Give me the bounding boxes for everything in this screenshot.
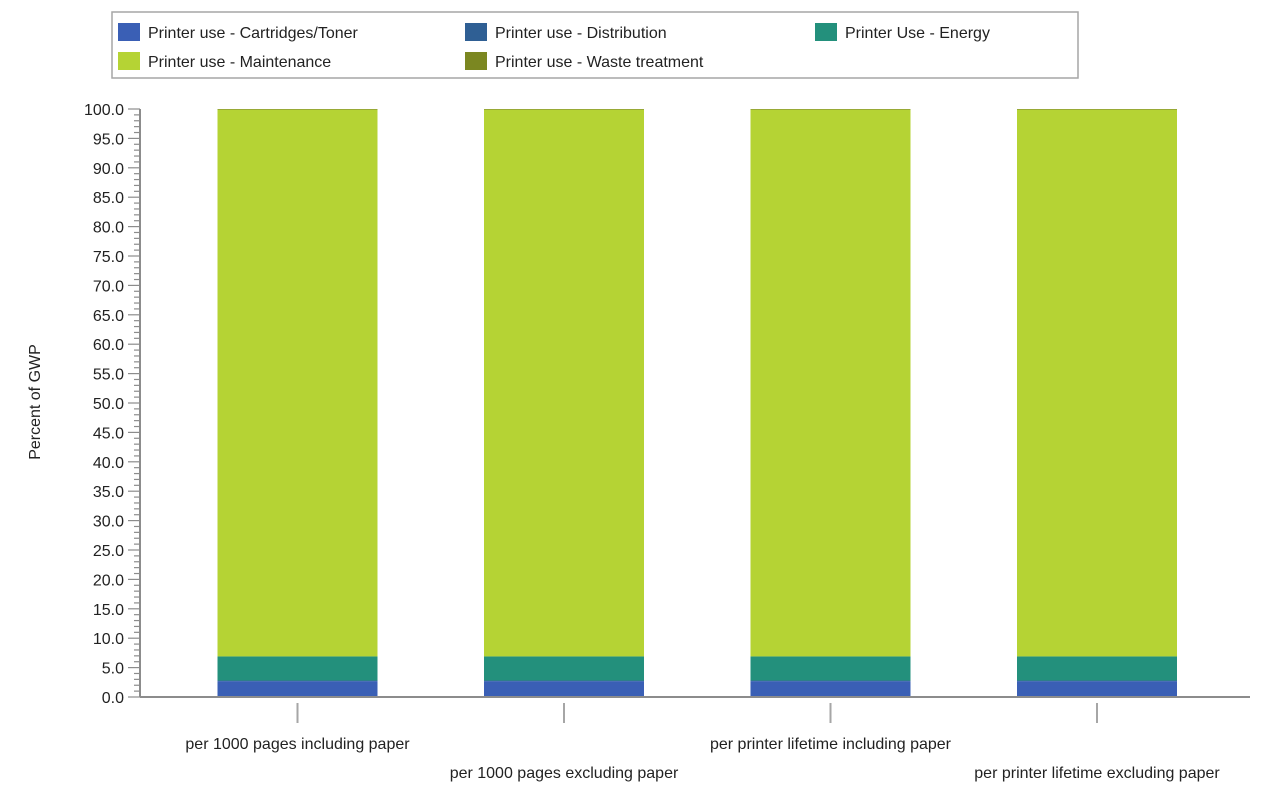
bar-segment bbox=[750, 680, 911, 682]
bar-segment bbox=[217, 680, 378, 682]
bar-segment bbox=[484, 681, 644, 697]
y-tick-label: 0.0 bbox=[102, 690, 124, 707]
y-tick-label: 25.0 bbox=[93, 543, 124, 560]
y-tick-label: 90.0 bbox=[93, 161, 124, 178]
bar-segment bbox=[1017, 109, 1177, 110]
bar-segment bbox=[750, 681, 911, 697]
bar-segment bbox=[217, 109, 378, 110]
legend-swatch bbox=[465, 23, 487, 41]
legend-label: Printer use - Cartridges/Toner bbox=[148, 25, 359, 42]
legend-swatch bbox=[815, 23, 837, 41]
legend-label: Printer Use - Energy bbox=[845, 25, 990, 42]
bar-segment bbox=[484, 680, 644, 682]
y-tick-label: 40.0 bbox=[93, 455, 124, 472]
bars bbox=[217, 109, 1177, 697]
y-axis-label: Percent of GWP bbox=[27, 344, 44, 460]
bar-segment bbox=[217, 656, 378, 681]
legend: Printer use - Cartridges/Toner Printer us… bbox=[111, 11, 1079, 79]
legend-swatch bbox=[118, 52, 140, 70]
y-tick-label: 15.0 bbox=[93, 602, 124, 619]
y-tick-label: 60.0 bbox=[93, 337, 124, 354]
legend-swatch bbox=[465, 52, 487, 70]
legend-swatch bbox=[118, 23, 140, 41]
legend-box bbox=[111, 11, 1079, 79]
bar-segment bbox=[217, 681, 378, 697]
y-tick-label: 50.0 bbox=[93, 396, 124, 413]
bar-segment bbox=[484, 656, 644, 681]
bar-segment bbox=[217, 109, 378, 657]
y-tick-label: 20.0 bbox=[93, 572, 124, 589]
bar-segment bbox=[750, 109, 911, 110]
y-tick-label: 95.0 bbox=[93, 131, 124, 148]
x-tick-label: per printer lifetime excluding paper bbox=[974, 765, 1220, 782]
y-tick-label: 55.0 bbox=[93, 367, 124, 384]
legend-label: Printer use - Distribution bbox=[495, 25, 667, 42]
y-tick-label: 65.0 bbox=[93, 308, 124, 325]
x-tick-label: per printer lifetime including paper bbox=[710, 736, 952, 753]
bar-segment bbox=[1017, 680, 1177, 682]
y-axis: 0.0 5.0 10.0 15.0 20.0 25.0 30.0 35.0 40.0 45.0 50… bbox=[84, 102, 141, 707]
bar-segment bbox=[484, 109, 644, 657]
x-axis: per 1000 pages including paper per 1000 p… bbox=[140, 696, 1250, 782]
y-tick-label: 10.0 bbox=[93, 631, 124, 648]
y-tick-label: 30.0 bbox=[93, 514, 124, 531]
legend-label: Printer use - Waste treatment bbox=[495, 54, 704, 71]
y-tick-label: 75.0 bbox=[93, 249, 124, 266]
x-tick-label: per 1000 pages excluding paper bbox=[450, 765, 679, 782]
bar-segment bbox=[750, 656, 911, 681]
y-tick-label: 35.0 bbox=[93, 484, 124, 501]
y-tick-label: 85.0 bbox=[93, 190, 124, 207]
legend-label: Printer use - Maintenance bbox=[148, 54, 331, 71]
bar-segment bbox=[1017, 656, 1177, 681]
y-tick-label: 100.0 bbox=[84, 102, 124, 119]
bar-segment bbox=[1017, 681, 1177, 697]
y-tick-label: 80.0 bbox=[93, 220, 124, 237]
y-tick-label: 5.0 bbox=[102, 661, 124, 678]
bar-segment bbox=[750, 109, 911, 657]
x-tick-label: per 1000 pages including paper bbox=[185, 736, 410, 753]
bar-segment bbox=[484, 109, 644, 110]
bar-segment bbox=[1017, 109, 1177, 657]
y-tick-label: 45.0 bbox=[93, 425, 124, 442]
y-tick-label: 70.0 bbox=[93, 278, 124, 295]
